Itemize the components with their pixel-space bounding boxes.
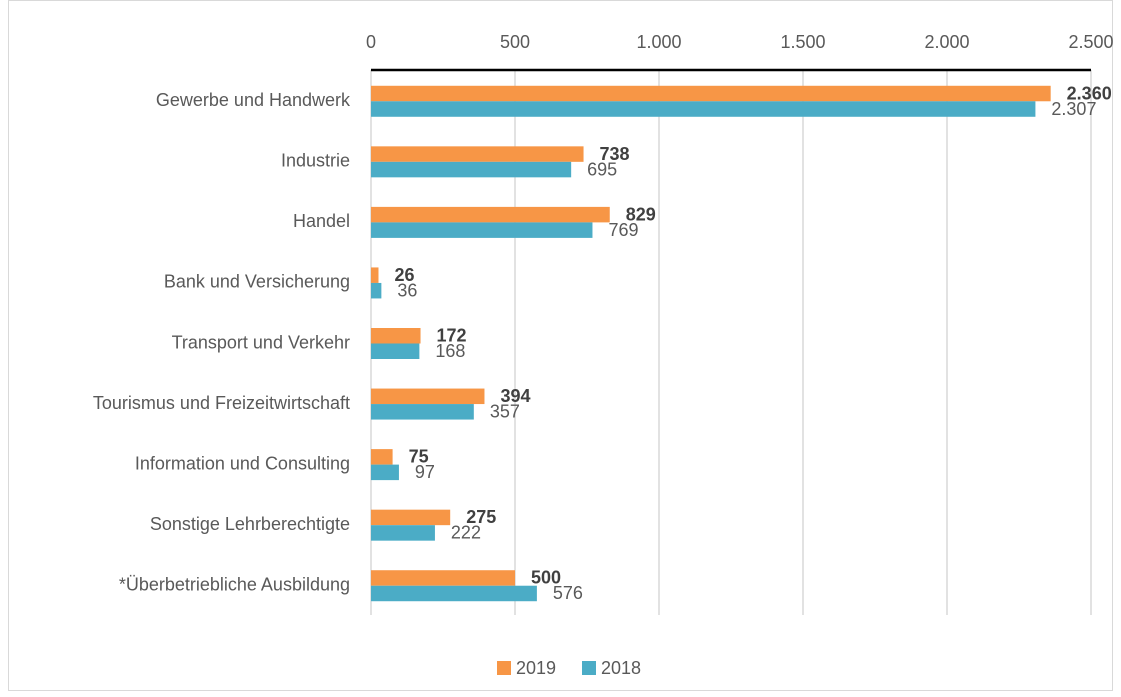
data-label: 222	[451, 523, 481, 543]
data-label: 26	[394, 265, 414, 285]
bar	[371, 449, 393, 465]
legend-label: 2019	[516, 658, 556, 678]
bar	[371, 464, 399, 481]
data-label: 75	[409, 447, 429, 467]
legend-swatch	[497, 661, 511, 675]
bar	[371, 404, 474, 420]
data-label: 829	[626, 204, 656, 224]
x-tick-label: 500	[500, 32, 530, 52]
y-tick-label: Gewerbe und Handwerk	[156, 90, 351, 110]
bar	[371, 101, 1036, 117]
y-tick-label: Handel	[293, 211, 350, 231]
y-tick-label: Industrie	[281, 151, 350, 171]
bar	[371, 570, 515, 586]
legend-swatch	[582, 661, 596, 675]
bar	[371, 161, 572, 178]
bar	[371, 146, 584, 162]
x-tick-label: 1.500	[780, 32, 825, 52]
x-tick-label: 0	[366, 32, 376, 52]
bar	[371, 328, 421, 344]
bar	[371, 509, 451, 526]
data-label: 275	[466, 507, 496, 527]
data-label: 168	[435, 341, 465, 361]
y-tick-label: Bank und Versicherung	[164, 272, 350, 292]
bar	[371, 585, 537, 602]
data-label: 97	[415, 462, 435, 482]
x-tick-label: 2.500	[1068, 32, 1113, 52]
legend-label: 2018	[601, 658, 641, 678]
bar	[371, 267, 379, 283]
y-tick-label: Information und Consulting	[135, 453, 350, 473]
data-label: 769	[608, 220, 638, 240]
data-label: 695	[587, 159, 617, 179]
data-label: 394	[500, 386, 530, 406]
bar	[371, 222, 593, 238]
data-label: 36	[397, 280, 417, 300]
y-tick-label: *Überbetriebliche Ausbildung	[119, 574, 350, 594]
x-tick-label: 2.000	[924, 32, 969, 52]
bar	[371, 85, 1051, 102]
data-label: 357	[490, 402, 520, 422]
bar	[371, 388, 485, 405]
bar	[371, 206, 610, 223]
data-label: 500	[531, 568, 561, 588]
bar	[371, 282, 382, 299]
x-tick-label: 1.000	[636, 32, 681, 52]
frame	[8, 0, 1113, 691]
data-label: 576	[553, 583, 583, 603]
data-label: 738	[600, 144, 630, 164]
data-label: 2.307	[1051, 99, 1096, 119]
bar	[371, 525, 435, 541]
y-tick-label: Sonstige Lehrberechtigte	[150, 514, 350, 534]
y-tick-label: Transport und Verkehr	[172, 332, 350, 352]
y-tick-label: Tourismus und Freizeitwirtschaft	[93, 393, 350, 413]
data-label: 172	[437, 326, 467, 346]
data-label: 2.360	[1067, 83, 1112, 103]
bar	[371, 343, 420, 359]
